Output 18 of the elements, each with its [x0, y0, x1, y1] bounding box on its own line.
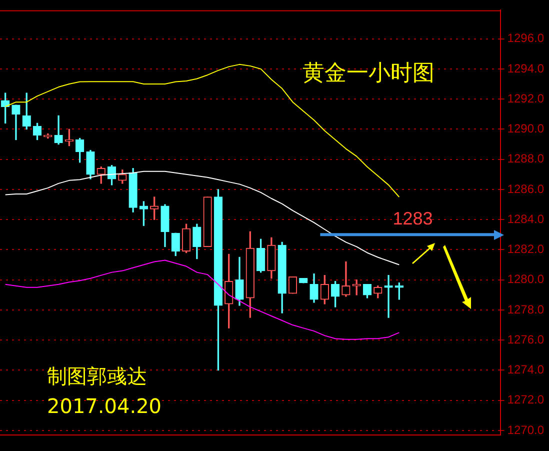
ref-line-label: 1283	[392, 208, 433, 229]
y-tick-label: 1286.0	[507, 182, 544, 196]
y-tick-label: 1294.0	[507, 61, 544, 76]
y-tick-label: 1278.0	[507, 302, 544, 316]
text: 黄金一小时图	[302, 61, 435, 86]
y-tick-label: 1276.0	[507, 332, 544, 346]
y-tick-label: 1282.0	[507, 242, 544, 256]
y-tick-label: 1280.0	[507, 272, 544, 286]
annotation: 2017.04.20	[47, 394, 162, 418]
y-tick-label: 1274.0	[507, 362, 544, 377]
y-tick-label: 1292.0	[507, 91, 544, 106]
y-tick-label: 1290.0	[507, 122, 544, 136]
y-tick-label: 1272.0	[507, 392, 544, 407]
y-tick-label: 1270.0	[507, 422, 544, 437]
y-tick-label: 1288.0	[507, 152, 544, 166]
y-tick-label: 1296.0	[507, 31, 544, 46]
y-tick-label: 1284.0	[507, 212, 544, 226]
annotation: 制图郭彧达	[47, 364, 147, 388]
